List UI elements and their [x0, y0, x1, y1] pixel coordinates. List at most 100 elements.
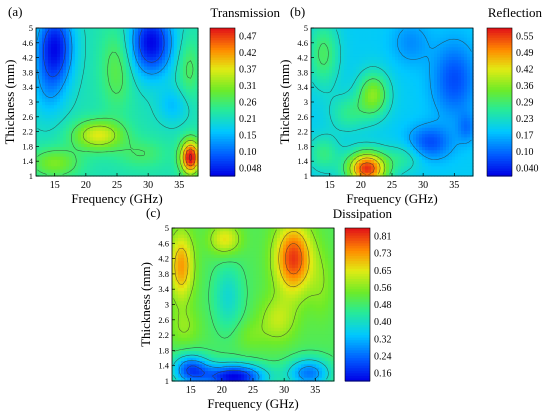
heatmap-cell [320, 147, 324, 151]
heatmap-cell [117, 95, 121, 100]
heatmap-cell [374, 53, 378, 58]
heatmap-cell [401, 98, 405, 103]
heatmap-cell [422, 150, 426, 155]
heatmap-cell [87, 56, 91, 61]
heatmap-cell [467, 56, 471, 61]
heatmap-cell [195, 114, 199, 119]
heatmap-cell [386, 50, 390, 55]
heatmap-cell [141, 127, 145, 132]
heatmap-cell [39, 89, 43, 93]
heatmap-cell [317, 114, 321, 119]
heatmap-cell [383, 37, 387, 42]
colorbar-tick-label: 0.21 [239, 114, 257, 125]
heatmap-cell [314, 56, 318, 61]
heatmap-cell [123, 31, 127, 36]
heatmap-cell [69, 118, 73, 122]
heatmap-cell [428, 60, 432, 64]
heatmap-cell [407, 147, 411, 151]
heatmap-cell [374, 50, 378, 55]
heatmap-cell [326, 28, 330, 32]
heatmap-cell [347, 63, 351, 68]
heatmap-cell [189, 79, 193, 84]
heatmap-cell [320, 153, 324, 158]
heatmap-cell [192, 31, 196, 36]
heatmap-cell [383, 156, 387, 161]
heatmap-cell [425, 156, 429, 161]
heatmap-cell [123, 118, 127, 122]
heatmap-cell [440, 127, 444, 132]
heatmap-cell [189, 82, 193, 87]
heatmap-cell [192, 153, 196, 158]
heatmap-cell [329, 134, 333, 138]
heatmap-cell [350, 56, 354, 61]
heatmap-cell [144, 108, 148, 113]
heatmap-cell [63, 121, 67, 126]
colorbar-segment [210, 134, 235, 138]
heatmap-cell [377, 31, 381, 36]
heatmap-cell [174, 56, 178, 61]
heatmap-cell [150, 140, 154, 145]
heatmap-cell [57, 98, 61, 103]
heatmap-cell [177, 102, 181, 106]
heatmap-cell [344, 66, 348, 71]
heatmap-cell [57, 28, 61, 32]
heatmap-cell [108, 98, 112, 103]
heatmap-cell [326, 108, 330, 113]
heatmap-cell [138, 147, 142, 151]
heatmap-cell [461, 63, 465, 68]
heatmap-cell [51, 85, 55, 90]
heatmap-cell [60, 172, 64, 177]
heatmap-cell [461, 66, 465, 71]
heatmap-cell [311, 89, 315, 93]
heatmap-cell [135, 89, 139, 93]
heatmap-cell [132, 147, 136, 151]
heatmap-cell [168, 111, 172, 116]
heatmap-cell [66, 111, 70, 116]
heatmap-cell [422, 73, 426, 77]
heatmap-cell [102, 31, 106, 36]
heatmap-cell [108, 147, 112, 151]
heatmap-cell [347, 105, 351, 110]
heatmap-cell [78, 63, 82, 68]
heatmap-cell [431, 92, 435, 97]
heatmap-cell [96, 60, 100, 64]
heatmap-cell [455, 28, 459, 32]
heatmap-cell [428, 114, 432, 119]
heatmap-cell [78, 121, 82, 126]
colorbar-segment [210, 87, 235, 91]
heatmap-cell [96, 63, 100, 68]
heatmap-cell [111, 37, 115, 42]
heatmap-cell [317, 89, 321, 93]
heatmap-cell [84, 118, 88, 122]
heatmap-cell [362, 140, 366, 145]
heatmap-cell [66, 114, 70, 119]
heatmap-cell [60, 95, 64, 100]
heatmap-cell [168, 159, 172, 164]
heatmap-cell [458, 89, 462, 93]
heatmap-cell [335, 147, 339, 151]
heatmap-cell [323, 121, 327, 126]
heatmap-cell [78, 118, 82, 122]
heatmap-cell [156, 114, 160, 119]
heatmap-cell [45, 156, 49, 161]
heatmap-cell [416, 118, 420, 122]
heatmap-cell [323, 147, 327, 151]
heatmap-cell [75, 95, 79, 100]
heatmap-cell [317, 44, 321, 48]
heatmap-cell [135, 150, 139, 155]
heatmap-cell [332, 169, 336, 174]
heatmap-cell [126, 143, 130, 148]
heatmap-cell [386, 130, 390, 135]
heatmap-cell [60, 156, 64, 161]
heatmap-cell [335, 108, 339, 113]
heatmap-cell [446, 40, 450, 45]
heatmap-cell [108, 150, 112, 155]
heatmap-cell [461, 60, 465, 64]
heatmap-cell [446, 127, 450, 132]
heatmap-cell [132, 121, 136, 126]
heatmap-cell [189, 44, 193, 48]
colorbar-segment [210, 131, 235, 135]
heatmap-cell [144, 92, 148, 97]
heatmap-cell [335, 89, 339, 93]
heatmap-cell [123, 172, 127, 177]
